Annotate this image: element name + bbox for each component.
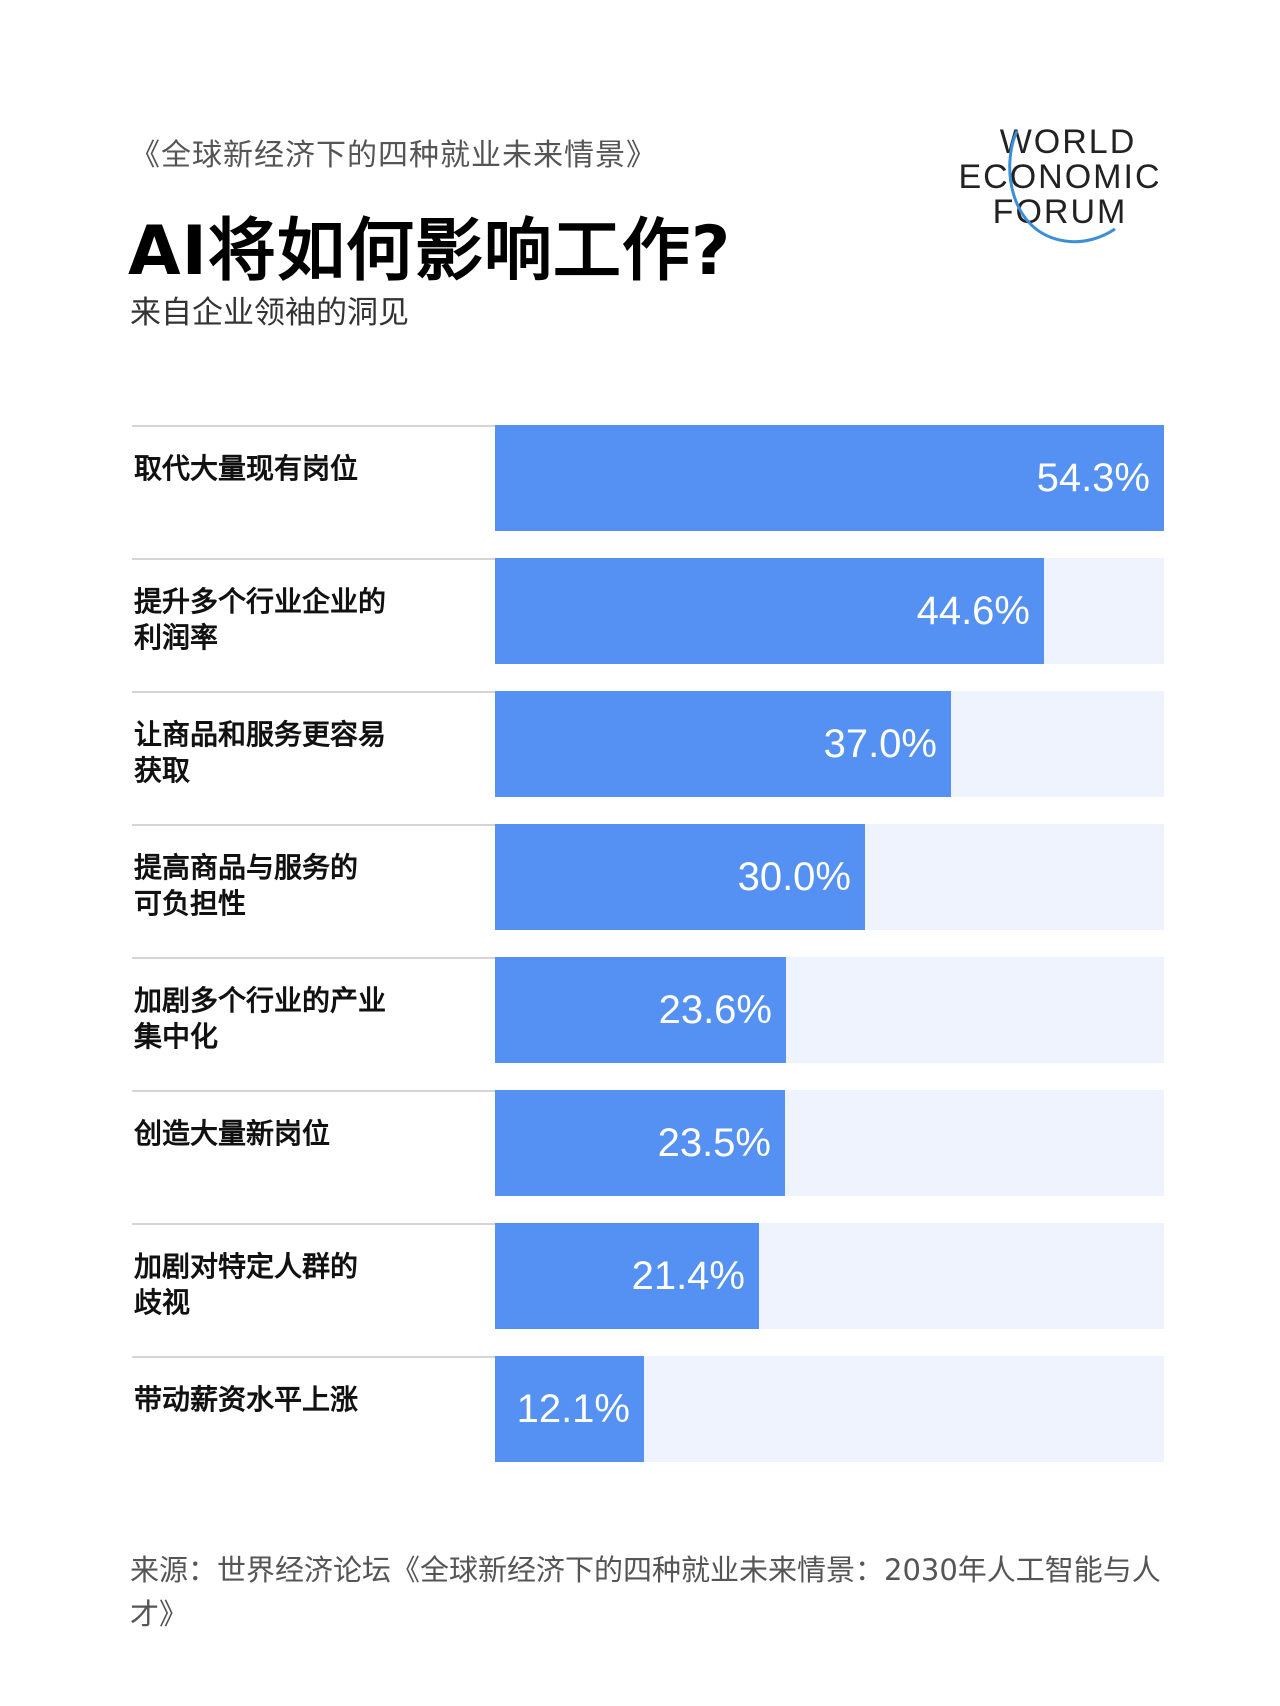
logo-arc [1008, 130, 1116, 244]
category-label: 提升多个行业企业的 利润率 [134, 585, 387, 654]
row-divider [132, 1356, 495, 1358]
page-title: AI将如何影响工作? [128, 212, 732, 291]
source-note: 来源：世界经济论坛《全球新经济下的四种就业未来情景：2030年人工智能与人才》 [130, 1553, 1161, 1631]
bar-value-label: 54.3% [1036, 456, 1150, 500]
bar-chart: 取代大量现有岗位 54.3% 提升多个行业企业的 利润率 44.6% 让商品和服务更容易获… [132, 425, 1164, 1489]
logo-text-economic: ECONOMIC [959, 158, 1162, 196]
bar: 23.5% [495, 1090, 785, 1196]
bar-track: 54.3% [495, 425, 1164, 531]
bar: 37.0% [495, 691, 951, 797]
category-label: 创造大量新岗位 [134, 1117, 331, 1150]
bar-value-label: 12.1% [516, 1387, 630, 1431]
category-label: 提高商品与服务的 可负担性 [134, 851, 359, 920]
bar: 12.1% [495, 1356, 644, 1462]
bar-row: 加剧对特定人群的 歧视 21.4% [132, 1223, 1164, 1356]
category-label: 加剧多个行业的产业 集中化 [134, 984, 387, 1053]
bar-value-label: 37.0% [823, 722, 937, 766]
bar: 21.4% [495, 1223, 759, 1329]
bar: 54.3% [495, 425, 1164, 531]
bar-row: 取代大量现有岗位 54.3% [132, 425, 1164, 558]
row-divider [132, 558, 495, 560]
category-label: 加剧对特定人群的 歧视 [134, 1250, 359, 1319]
bar-track: 23.5% [495, 1090, 1164, 1196]
bar-row: 创造大量新岗位 23.5% [132, 1090, 1164, 1223]
wef-logo: WORLD ECONOMIC FORUM [945, 125, 1175, 275]
row-divider [132, 1090, 495, 1092]
row-divider [132, 691, 495, 693]
bar-value-label: 44.6% [916, 589, 1030, 633]
bar-value-label: 30.0% [737, 855, 851, 899]
bar-track: 44.6% [495, 558, 1164, 664]
bar: 44.6% [495, 558, 1044, 664]
bar-row: 加剧多个行业的产业 集中化 23.6% [132, 957, 1164, 1090]
bar-track: 12.1% [495, 1356, 1164, 1462]
bar-track: 30.0% [495, 824, 1164, 930]
category-label: 带动薪资水平上涨 [134, 1383, 359, 1416]
bar-row: 带动薪资水平上涨 12.1% [132, 1356, 1164, 1489]
bar: 23.6% [495, 957, 786, 1063]
bar: 30.0% [495, 824, 865, 930]
bar-track: 23.6% [495, 957, 1164, 1063]
bar-value-label: 23.6% [658, 988, 772, 1032]
report-kicker: 《全球新经济下的四种就业未来情景》 [130, 138, 657, 173]
row-divider [132, 957, 495, 959]
logo-text-forum: FORUM [993, 193, 1128, 231]
bar-value-label: 23.5% [657, 1121, 771, 1165]
bar-row: 提高商品与服务的 可负担性 30.0% [132, 824, 1164, 957]
bar-row: 让商品和服务更容易 获取 37.0% [132, 691, 1164, 824]
category-label: 让商品和服务更容易 获取 [134, 718, 387, 787]
row-divider [132, 425, 495, 427]
category-label: 取代大量现有岗位 [134, 452, 359, 485]
page-subtitle: 来自企业领袖的洞见 [130, 295, 409, 331]
bar-value-label: 21.4% [631, 1254, 745, 1298]
bar-row: 提升多个行业企业的 利润率 44.6% [132, 558, 1164, 691]
row-divider [132, 824, 495, 826]
bar-track: 37.0% [495, 691, 1164, 797]
row-divider [132, 1223, 495, 1225]
bar-track: 21.4% [495, 1223, 1164, 1329]
logo-text-world: WORLD [1000, 125, 1137, 161]
